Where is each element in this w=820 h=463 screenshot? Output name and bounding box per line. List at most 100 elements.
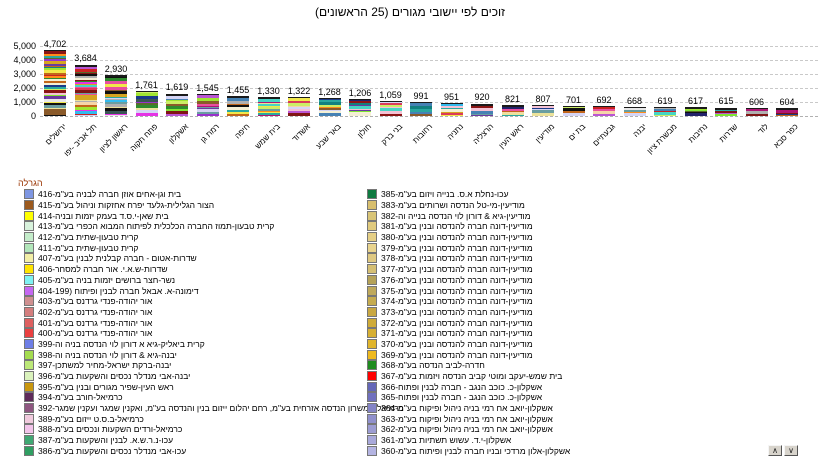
bar-16[interactable]	[501, 105, 524, 116]
legend-row: שדרות-ש.א.י. אור חברה למסחר-406	[24, 264, 403, 275]
bar-segment	[440, 109, 463, 112]
bar-value-label: 4,702	[43, 39, 67, 49]
legend-row: אשקלון-אלון מרדכי ובניו חברה לבנין ופיתו…	[367, 445, 570, 457]
bar-segment	[349, 105, 371, 106]
bar-segment	[196, 104, 219, 106]
bar-segment	[349, 103, 371, 105]
bar-18[interactable]	[562, 106, 585, 116]
bar-segment	[410, 102, 432, 103]
scroll-up-button[interactable]: ∧	[768, 445, 782, 456]
bar-13[interactable]	[410, 102, 432, 116]
bar-25[interactable]	[776, 108, 798, 116]
bar-19[interactable]	[593, 106, 615, 116]
legend-swatch	[24, 371, 34, 382]
bar-segment	[74, 80, 97, 81]
bar-5[interactable]	[166, 93, 188, 116]
legend-swatch	[367, 371, 377, 382]
legend-row: מודיעין-דונה חברה להנדסה ובנין בע"מ-373	[367, 306, 570, 318]
bar-8[interactable]	[257, 97, 280, 116]
legend-swatch	[367, 445, 377, 456]
bar-segment	[105, 97, 127, 98]
bar-segment	[74, 65, 97, 67]
bar-segment	[74, 93, 97, 94]
bar-segment	[318, 110, 341, 111]
bar-value-label: 1,206	[348, 88, 372, 98]
bar-12[interactable]	[379, 101, 402, 116]
bar-segment	[44, 105, 66, 108]
bar-segment	[166, 99, 188, 100]
bar-segment	[227, 98, 249, 101]
legend-row: קרית טבעון-שתית בע"מ-411	[24, 242, 403, 253]
bar-segment	[44, 73, 66, 75]
bar-segment	[318, 99, 341, 100]
legend-label: קרית ביאליק-גיא א דורון לוי הנדסה בניה ו…	[38, 338, 205, 349]
legend-swatch	[24, 285, 34, 296]
plot-chart: 4,702 ירושלים 3,684 תל אביב -יפו 2,930 ראשון …	[40, 39, 818, 158]
legend-label: עכו-אבי מנדלר נכסים והשקעות בע"מ-386	[38, 445, 187, 456]
bar-23[interactable]	[715, 107, 737, 116]
bar-7[interactable]	[227, 96, 249, 116]
bar-6[interactable]	[196, 94, 219, 116]
legend-swatch	[367, 253, 377, 264]
bar-segment	[349, 100, 371, 101]
bar-segment	[44, 85, 66, 87]
legend-row: נשר-חצר ברושים יזמות בניה בע"מ-405	[24, 274, 403, 286]
bar-10[interactable]	[318, 98, 341, 116]
bar-segment	[105, 107, 127, 108]
legend-swatch	[24, 403, 34, 414]
bar-segment	[74, 95, 97, 97]
bar-segment	[105, 75, 127, 77]
bar-segment	[227, 101, 249, 104]
legend-row: כרמיאל-ב.ס.ט ייזום בע"מ-389	[24, 413, 403, 424]
bar-segment	[44, 58, 66, 59]
bar-14[interactable]	[440, 103, 463, 116]
bar-segment	[44, 67, 66, 68]
bar-segment	[471, 111, 493, 114]
legend-swatch	[367, 435, 377, 446]
bar-15[interactable]	[471, 103, 493, 116]
y-axis-label: 3,000	[13, 69, 36, 79]
bar-segment	[44, 87, 66, 89]
bar-segment	[166, 114, 188, 116]
bar-segment	[379, 101, 402, 102]
bar-segment	[776, 108, 798, 110]
bar-segment	[105, 102, 127, 104]
legend-label: יבנה-אבי מנדלר נכסים והשקעות בע"מ-396	[38, 371, 191, 382]
bar-segment	[74, 111, 97, 114]
bar-segment	[74, 90, 97, 93]
legend-row: יבנה-אבי מנדלר נכסים והשקעות בע"מ-396	[24, 371, 403, 382]
bar-segment	[227, 107, 249, 110]
bar-3[interactable]	[105, 75, 127, 116]
legend-swatch	[367, 392, 377, 403]
bar-9[interactable]	[288, 97, 310, 116]
scroll-down-button[interactable]: ∨	[784, 445, 798, 456]
legend-row: קרית טבעון-תמוז החברה הכלכלית לפיתוח המב…	[24, 221, 403, 232]
legend-row: אור יהודה-פנדי גרדנס בע"מ-403	[24, 296, 403, 307]
legend-label: כרמיאל-ב.ס.ט ייזום בע"מ-389	[38, 413, 144, 424]
bar-value-label: 2,930	[104, 64, 128, 74]
bar-segment	[257, 102, 280, 103]
bar-17[interactable]	[532, 105, 554, 116]
legend-swatch	[24, 392, 34, 403]
legend-row: מודיעין-דונה חברה להנדסה ובנין בע"מ-379	[367, 242, 570, 253]
legend-swatch	[24, 413, 34, 424]
legend-swatch	[24, 274, 34, 285]
bar-24[interactable]	[745, 108, 768, 116]
bar-4[interactable]	[135, 91, 158, 116]
bar-segment	[44, 56, 66, 58]
bar-segment	[562, 111, 585, 113]
bar-22[interactable]	[684, 107, 707, 116]
bar-segment	[74, 76, 97, 78]
bar-11[interactable]	[349, 99, 371, 116]
bar-segment	[74, 85, 97, 87]
bar-21[interactable]	[654, 107, 676, 116]
bar-1[interactable]	[44, 50, 66, 116]
bar-segment	[227, 112, 249, 114]
bar-segment	[135, 113, 158, 116]
bar-2[interactable]	[74, 64, 97, 116]
bar-segment	[74, 97, 97, 100]
legend-swatch	[24, 264, 34, 275]
bar-segment	[74, 94, 97, 95]
legend-row: כרמיאל-חורב בע"מ-394	[24, 392, 403, 403]
bar-20[interactable]	[623, 107, 646, 116]
